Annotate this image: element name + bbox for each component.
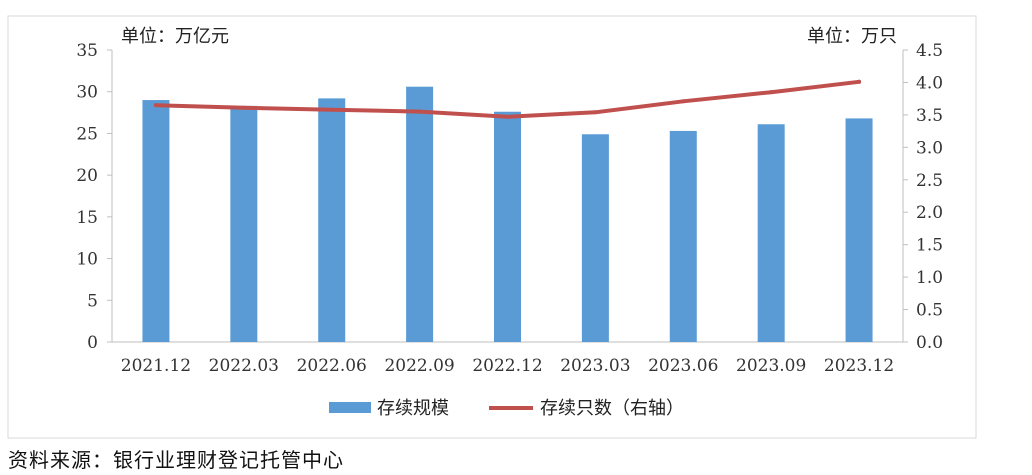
bar-2022.06 [318, 98, 346, 342]
bar-2022.09 [406, 86, 434, 342]
legend-line-label: 存续只数（右轴） [540, 398, 684, 419]
left-tick-label: 25 [76, 124, 98, 144]
bar-2021.12 [142, 100, 170, 342]
right-tick-label: 3.5 [916, 106, 943, 126]
x-tick-label: 2021.12 [121, 356, 191, 376]
x-tick-label: 2023.09 [736, 356, 806, 376]
line-point-2022.06 [329, 107, 334, 112]
left-tick-label: 35 [76, 41, 98, 61]
x-tick-label: 2023.12 [824, 356, 894, 376]
left-tick-label: 20 [76, 166, 98, 186]
line-point-2021.12 [153, 103, 158, 108]
right-tick-label: 4.0 [916, 73, 943, 93]
right-axis-unit: 单位：万只 [807, 26, 897, 47]
legend: 存续规模 存续只数（右轴） [329, 398, 684, 419]
right-tick-label: 0.5 [916, 301, 943, 321]
bar-2022.12 [494, 111, 521, 342]
x-tick-label: 2023.03 [560, 356, 630, 376]
right-tick-label: 2.5 [916, 171, 943, 191]
line-point-2023.03 [593, 110, 598, 115]
line-point-2022.03 [241, 105, 246, 110]
line-point-2022.09 [417, 109, 422, 114]
left-tick-label: 15 [76, 208, 98, 228]
bar-2023.09 [757, 124, 785, 342]
right-tick-label: 2.0 [916, 203, 943, 223]
right-tick-label: 1.5 [916, 236, 943, 256]
line-point-2023.06 [681, 99, 686, 104]
left-axis-unit: 单位：万亿元 [121, 26, 229, 47]
right-tick-label: 1.0 [916, 268, 943, 288]
right-axis-ticks: 0.0 0.5 1.0 1.5 2.0 2.5 3.0 3.5 4.0 4.5 [903, 41, 943, 353]
line-point-2023.09 [769, 90, 774, 95]
bar-2023.03 [581, 134, 609, 342]
left-tick-label: 5 [87, 291, 98, 311]
x-tick-label: 2022.03 [209, 356, 279, 376]
line-point-2022.12 [505, 114, 510, 119]
source-note: 资料来源：银行业理财登记托管中心 [8, 448, 344, 472]
left-tick-label: 10 [76, 250, 98, 270]
right-tick-label: 3.0 [916, 138, 943, 158]
x-axis-ticks: 2021.12 2022.03 2022.06 2022.09 2022.12 2023.… [121, 356, 894, 376]
legend-bar-label: 存续规模 [377, 398, 449, 419]
x-tick-label: 2022.06 [297, 356, 367, 376]
right-tick-label: 0.0 [916, 333, 943, 353]
x-tick-label: 2023.06 [648, 356, 718, 376]
bar-series [142, 86, 873, 342]
x-tick-label: 2022.09 [384, 356, 454, 376]
x-tick-label: 2022.12 [472, 356, 542, 376]
left-tick-label: 30 [76, 83, 98, 103]
line-point-2023.12 [857, 79, 862, 84]
legend-bar-swatch [329, 402, 371, 413]
left-tick-label: 0 [87, 333, 98, 353]
right-tick-label: 4.5 [916, 41, 943, 61]
bar-2022.03 [230, 105, 258, 342]
left-axis-ticks: 0 5 10 15 20 25 30 35 [76, 41, 112, 353]
line-series [153, 79, 862, 119]
bar-2023.12 [845, 118, 873, 342]
bar-2023.06 [669, 130, 697, 342]
